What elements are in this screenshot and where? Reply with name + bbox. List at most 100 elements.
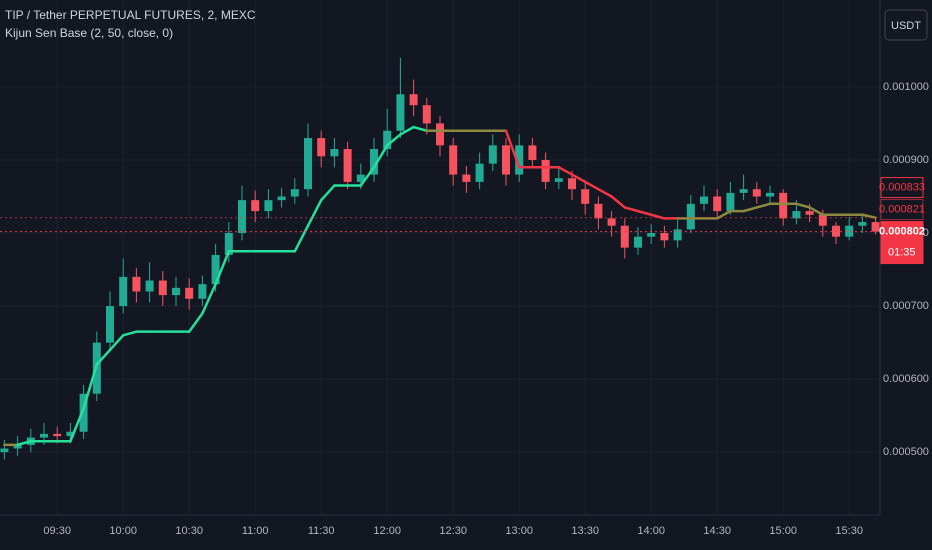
x-tick-label: 14:00	[637, 525, 665, 537]
kijun-line	[623, 206, 640, 213]
candle-body	[198, 284, 207, 299]
candle-body	[409, 94, 418, 106]
kijun-line	[861, 213, 877, 219]
price-label-box	[880, 221, 924, 265]
y-tick-label: 0.000700	[883, 300, 929, 312]
candle-body	[224, 233, 233, 255]
candle-body	[818, 214, 827, 226]
candle-body	[290, 189, 299, 197]
kijun-line	[121, 330, 138, 337]
candle-body	[304, 138, 312, 190]
countdown: 01:35	[888, 246, 916, 258]
candle-body	[238, 200, 246, 234]
kijun-line	[715, 209, 732, 220]
x-tick-label: 13:30	[571, 525, 599, 537]
price-label: 0.000821	[879, 203, 925, 215]
price-label: 0.000833	[879, 181, 925, 193]
candle-body	[370, 149, 378, 175]
candle-body	[660, 233, 669, 241]
plot	[0, 57, 880, 460]
kijun-line	[359, 166, 376, 187]
candle-body	[739, 189, 748, 193]
candle-body	[805, 211, 814, 215]
candle-body	[185, 287, 194, 299]
x-tick-label: 09:30	[43, 525, 71, 537]
candle-body	[620, 225, 629, 248]
candle-body	[66, 431, 75, 437]
candle-body	[528, 145, 537, 160]
candle-body	[554, 178, 563, 182]
candle-body	[779, 192, 788, 219]
x-tick-label: 13:00	[505, 525, 533, 537]
axes: 0.0005000.0006000.0007000.0008000.000900…	[43, 81, 929, 537]
candle-body	[251, 200, 260, 212]
candle-body	[277, 196, 286, 201]
candle-body	[106, 306, 114, 343]
kijun-line	[649, 213, 666, 220]
kijun-line	[385, 133, 402, 147]
kijun-line	[504, 129, 521, 169]
kijun-line	[636, 209, 653, 217]
candle-body	[383, 130, 392, 150]
candle-body	[211, 254, 220, 285]
x-tick-label: 14:30	[703, 525, 731, 537]
candle-body	[422, 105, 431, 124]
candle-body	[488, 145, 497, 164]
kijun-line	[610, 195, 627, 209]
candle-body	[792, 211, 801, 219]
y-tick-label: 0.000900	[883, 154, 929, 166]
kijun-line	[755, 202, 772, 209]
kijun-line	[795, 202, 811, 209]
x-tick-label: 11:00	[242, 525, 269, 537]
candle-body	[462, 174, 471, 182]
x-tick-label: 10:00	[109, 525, 137, 537]
candle-body	[858, 222, 867, 226]
kijun-line	[808, 206, 825, 217]
candle-body	[541, 159, 550, 182]
kijun-line	[399, 125, 415, 136]
candle-body	[145, 280, 154, 292]
candle-body	[40, 433, 48, 438]
candle-body	[475, 163, 484, 182]
candle-body	[594, 203, 603, 219]
kijun-line	[214, 250, 231, 286]
x-tick-label: 15:30	[835, 525, 863, 537]
candle-body	[330, 149, 339, 157]
price-label-box	[880, 199, 924, 221]
candle-body	[172, 287, 180, 296]
candle-body	[726, 192, 735, 212]
price-label-box	[880, 177, 924, 199]
candle-body	[686, 203, 695, 230]
x-tick-label: 10:30	[175, 525, 203, 537]
y-tick-label: 0.000600	[883, 373, 929, 385]
candle-body	[0, 448, 9, 453]
chart-title: TIP / Tether PERPETUAL FUTURES, 2, MEXC	[5, 8, 256, 22]
kijun-line	[583, 180, 600, 191]
candle-body	[647, 233, 656, 237]
currency-button-label[interactable]: USDT	[891, 20, 921, 32]
kijun-line	[201, 282, 217, 315]
x-tick-label: 12:30	[439, 525, 467, 537]
kijun-line	[319, 184, 336, 202]
candle-body	[264, 200, 273, 212]
candle-body	[700, 196, 708, 204]
candle-body	[119, 276, 128, 307]
candle-body	[766, 192, 774, 197]
price-label: 0.000802	[879, 225, 925, 237]
candle-body	[752, 189, 761, 197]
candle-body	[356, 174, 365, 182]
candle-body	[436, 123, 444, 146]
candle-body	[581, 189, 590, 204]
candle-body	[449, 145, 458, 175]
currency-button[interactable]	[884, 9, 928, 41]
candle-body	[634, 236, 642, 248]
x-tick-label: 15:00	[769, 525, 797, 537]
x-tick-label: 12:00	[373, 525, 401, 537]
y-tick-label: 0.001000	[883, 81, 929, 93]
candle-body	[158, 280, 167, 296]
candle-body	[502, 145, 510, 175]
kijun-line	[69, 407, 85, 443]
candle-body	[713, 196, 722, 212]
